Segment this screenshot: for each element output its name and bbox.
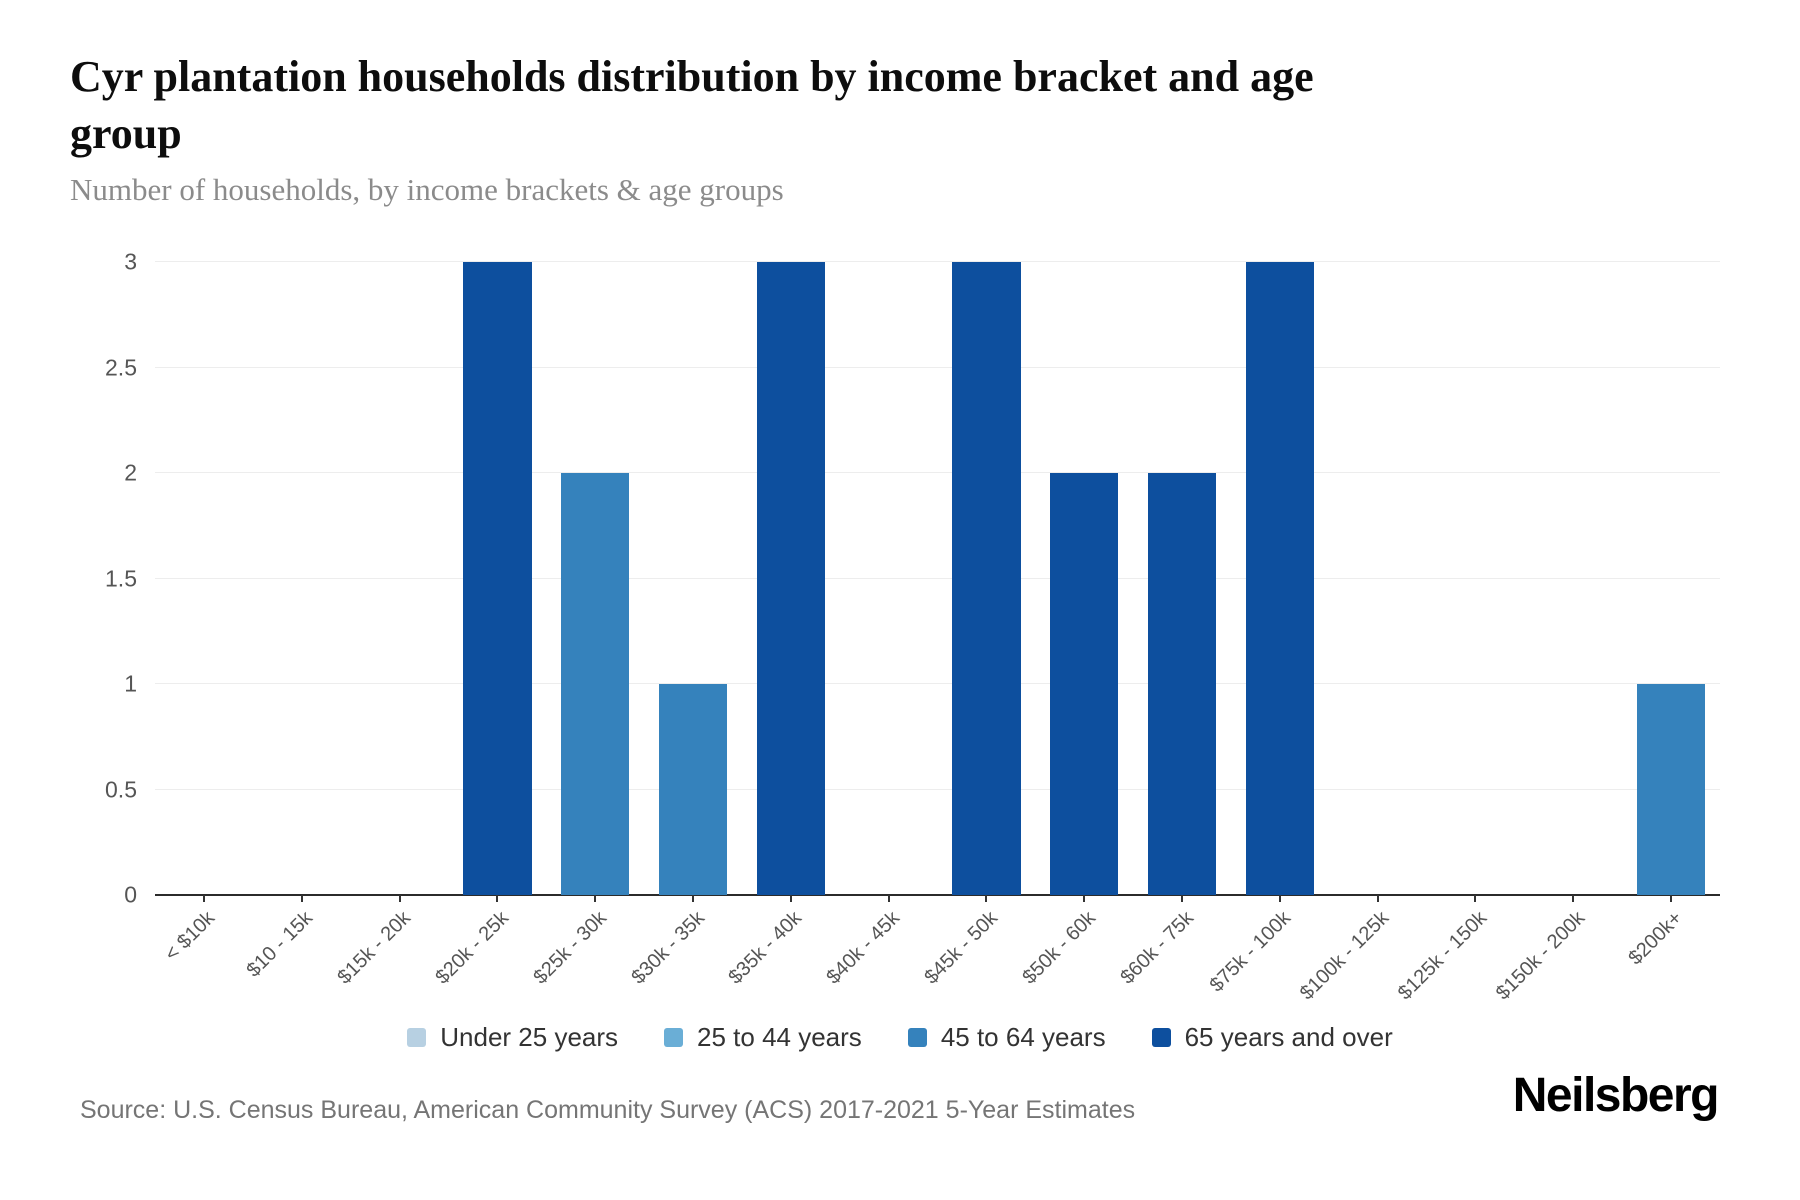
y-axis-label-2.5: 2.5 [105, 354, 137, 380]
x-tick [1376, 895, 1379, 902]
bar--20k-25k[interactable] [463, 262, 532, 895]
legend-item-45-to-64-years[interactable]: 45 to 64 years [907, 1022, 1106, 1053]
gridline-y-1 [155, 683, 1720, 684]
bar--45k-50k[interactable] [952, 262, 1021, 895]
x-tick [1278, 895, 1281, 902]
source-attribution: Source: U.S. Census Bureau, American Com… [80, 1096, 1136, 1124]
bar-chart: 0 0.5 1 1.5 2 2.5 3 < $10k $10 - 15k $15k - 20k $2… [85, 249, 1720, 1004]
x-axis-line [155, 894, 1720, 896]
x-tick [1670, 895, 1673, 902]
legend-swatch-icon [407, 1028, 427, 1047]
chart-subtitle: Number of households, by income brackets… [70, 172, 784, 207]
plot-area: 0 0.5 1 1.5 2 2.5 3 < $10k $10 - 15k $15k - 20k $2… [105, 249, 1720, 1004]
legend-item-under-25-years[interactable]: Under 25 years [407, 1022, 618, 1053]
gridline-y-2.5 [155, 366, 1720, 368]
chart-title: Cyr plantation households distribution b… [70, 52, 1314, 159]
bar--25k-30k[interactable] [560, 473, 630, 895]
bar--30k-35k[interactable] [658, 684, 728, 895]
x-tick [202, 895, 205, 902]
legend-swatch-icon [907, 1028, 927, 1047]
x-tick [398, 895, 401, 902]
bar--35k-40k[interactable] [756, 262, 826, 895]
x-tick [1181, 895, 1184, 902]
legend-label: 45 to 64 years [940, 1022, 1106, 1052]
bar--50k-60k[interactable] [1049, 473, 1119, 895]
y-axis-label-2: 2 [124, 459, 137, 486]
gridline-y-0.5 [155, 788, 1720, 790]
x-tick [985, 895, 988, 902]
legend-swatch-icon [664, 1028, 684, 1047]
legend-item-65-years-and-over[interactable]: 65 years and over [1151, 1022, 1393, 1053]
legend-label: Under 25 years [440, 1022, 619, 1052]
y-axis-label-3: 3 [124, 248, 137, 275]
y-axis-label-0.5: 0.5 [105, 776, 137, 802]
y-axis-label-1.5: 1.5 [105, 565, 137, 591]
bar--60k-75k[interactable] [1147, 473, 1217, 895]
x-tick [887, 895, 890, 902]
legend-label: 65 years and over [1184, 1022, 1393, 1052]
bar--200k+[interactable] [1636, 684, 1706, 895]
x-tick [1474, 895, 1477, 902]
legend: Under 25 years 25 to 44 years 45 to 64 yea… [0, 1022, 1800, 1053]
gridline-y-2 [155, 472, 1720, 473]
y-axis-label-1: 1 [124, 670, 137, 697]
x-tick [1572, 895, 1575, 902]
x-tick [691, 895, 694, 902]
gridline-y-3 [155, 261, 1720, 262]
x-tick [789, 895, 792, 902]
legend-label: 25 to 44 years [697, 1022, 862, 1052]
gridline-y-1.5 [155, 577, 1720, 579]
x-tick [594, 895, 597, 902]
x-tick [300, 895, 303, 902]
legend-swatch-icon [1151, 1028, 1171, 1047]
y-axis-label-0: 0 [124, 881, 137, 908]
legend-item-25-to-44-years[interactable]: 25 to 44 years [664, 1022, 862, 1053]
x-tick [496, 895, 499, 902]
x-tick [1083, 895, 1086, 902]
bar--75k-100k[interactable] [1245, 262, 1315, 895]
neilsberg-logo: Neilsberg [1512, 1069, 1720, 1122]
